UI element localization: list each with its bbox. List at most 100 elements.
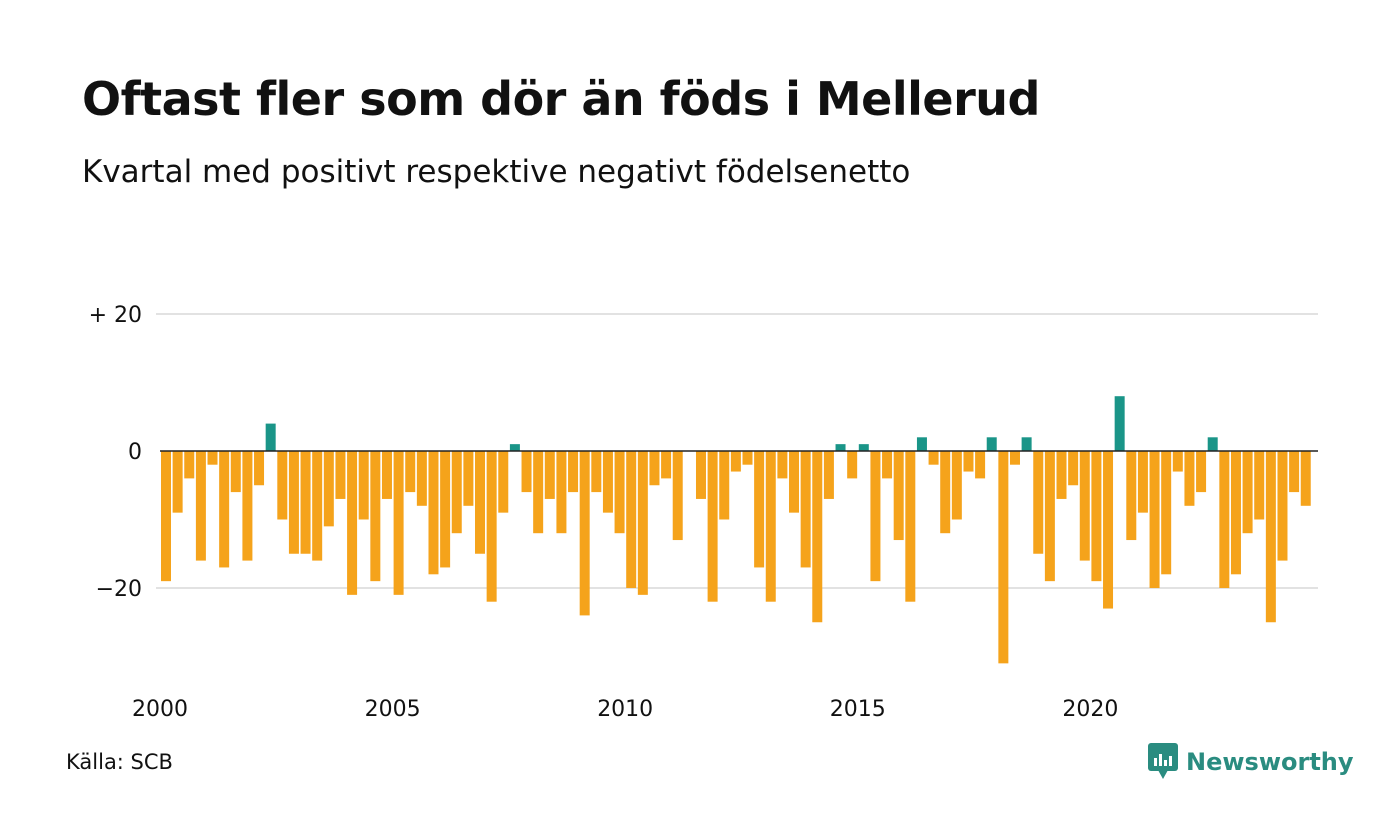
- bar-74: [1021, 437, 1032, 451]
- bar-44: [672, 451, 683, 541]
- bar-98: [1300, 451, 1311, 506]
- newsworthy-logo-icon: [1148, 743, 1178, 779]
- bar-5: [219, 451, 230, 568]
- brand-logo: Newsworthy: [1148, 742, 1354, 782]
- bar-34: [556, 451, 567, 534]
- bar-11: [288, 451, 299, 554]
- bar-38: [602, 451, 613, 513]
- bar-56: [812, 451, 823, 623]
- x-tick-label-2: 2010: [597, 697, 653, 722]
- bar-55: [800, 451, 811, 568]
- bar-2: [184, 451, 195, 479]
- x-tick-label-0: 2000: [132, 697, 188, 722]
- bar-70: [975, 451, 986, 479]
- y-tick-label-0: + 20: [89, 303, 142, 328]
- bar-58: [835, 444, 846, 451]
- bar-15: [335, 451, 346, 499]
- bar-87: [1172, 451, 1183, 472]
- bar-19: [381, 451, 392, 499]
- bar-75: [1033, 451, 1044, 554]
- bar-17: [358, 451, 369, 520]
- x-tick-label-1: 2005: [365, 697, 421, 722]
- bar-79: [1079, 451, 1090, 561]
- bar-92: [1230, 451, 1241, 575]
- bar-7: [242, 451, 253, 561]
- bar-10: [277, 451, 288, 520]
- x-tick-label-3: 2015: [830, 697, 886, 722]
- chart-subtitle: Kvartal med positivt respektive negativt…: [82, 154, 911, 190]
- bar-1: [172, 451, 183, 513]
- bar-72: [998, 451, 1009, 664]
- bar-21: [405, 451, 416, 493]
- bar-84: [1137, 451, 1148, 513]
- bar-35: [568, 451, 579, 493]
- bar-50: [742, 451, 753, 465]
- bar-49: [730, 451, 741, 472]
- bar-29: [498, 451, 509, 513]
- bar-77: [1056, 451, 1067, 499]
- bar-43: [661, 451, 672, 479]
- bar-48: [719, 451, 730, 520]
- x-tick-label-4: 2020: [1062, 697, 1118, 722]
- bar-32: [533, 451, 544, 534]
- bar-16: [347, 451, 358, 595]
- bar-82: [1114, 396, 1125, 451]
- bar-65: [916, 437, 927, 451]
- bar-26: [463, 451, 474, 506]
- bar-28: [486, 451, 497, 602]
- bar-18: [370, 451, 381, 582]
- bar-25: [451, 451, 462, 534]
- bar-62: [882, 451, 893, 479]
- bar-60: [858, 444, 869, 451]
- bar-8: [254, 451, 265, 486]
- bar-93: [1242, 451, 1253, 534]
- bar-3: [195, 451, 206, 561]
- bar-51: [754, 451, 765, 568]
- bar-66: [928, 451, 939, 465]
- bar-57: [823, 451, 834, 499]
- bar-90: [1207, 437, 1218, 451]
- bar-78: [1068, 451, 1079, 486]
- bar-23: [428, 451, 439, 575]
- axis: + 20 0 −20 2000 2005 2010 2015 2020: [89, 303, 1318, 722]
- bar-67: [940, 451, 951, 534]
- bar-73: [1009, 451, 1020, 465]
- bar-76: [1044, 451, 1055, 582]
- bar-4: [207, 451, 218, 465]
- bar-22: [416, 451, 427, 506]
- bar-59: [847, 451, 858, 479]
- bar-31: [521, 451, 532, 493]
- bar-36: [579, 451, 590, 616]
- bar-61: [870, 451, 881, 582]
- bar-85: [1149, 451, 1160, 588]
- bar-33: [544, 451, 555, 499]
- y-tick-label-2: −20: [96, 577, 142, 602]
- bar-47: [707, 451, 718, 602]
- bar-46: [695, 451, 706, 499]
- bar-6: [230, 451, 241, 493]
- bar-69: [963, 451, 974, 472]
- bar-54: [789, 451, 800, 513]
- bar-27: [475, 451, 486, 554]
- bar-41: [637, 451, 648, 595]
- bar-52: [765, 451, 776, 602]
- bar-39: [614, 451, 625, 534]
- bar-86: [1161, 451, 1172, 575]
- bar-9: [265, 423, 276, 451]
- bar-88: [1184, 451, 1195, 506]
- bar-53: [777, 451, 788, 479]
- bar-63: [893, 451, 904, 541]
- bar-20: [393, 451, 404, 595]
- y-tick-label-1: 0: [128, 440, 142, 465]
- bar-95: [1265, 451, 1276, 623]
- bar-81: [1103, 451, 1114, 609]
- bar-64: [905, 451, 916, 602]
- bar-89: [1196, 451, 1207, 493]
- bar-94: [1254, 451, 1265, 520]
- brand-name: Newsworthy: [1186, 748, 1354, 776]
- bar-42: [649, 451, 660, 486]
- bar-12: [300, 451, 311, 554]
- bar-0: [161, 451, 171, 582]
- bar-14: [323, 451, 334, 527]
